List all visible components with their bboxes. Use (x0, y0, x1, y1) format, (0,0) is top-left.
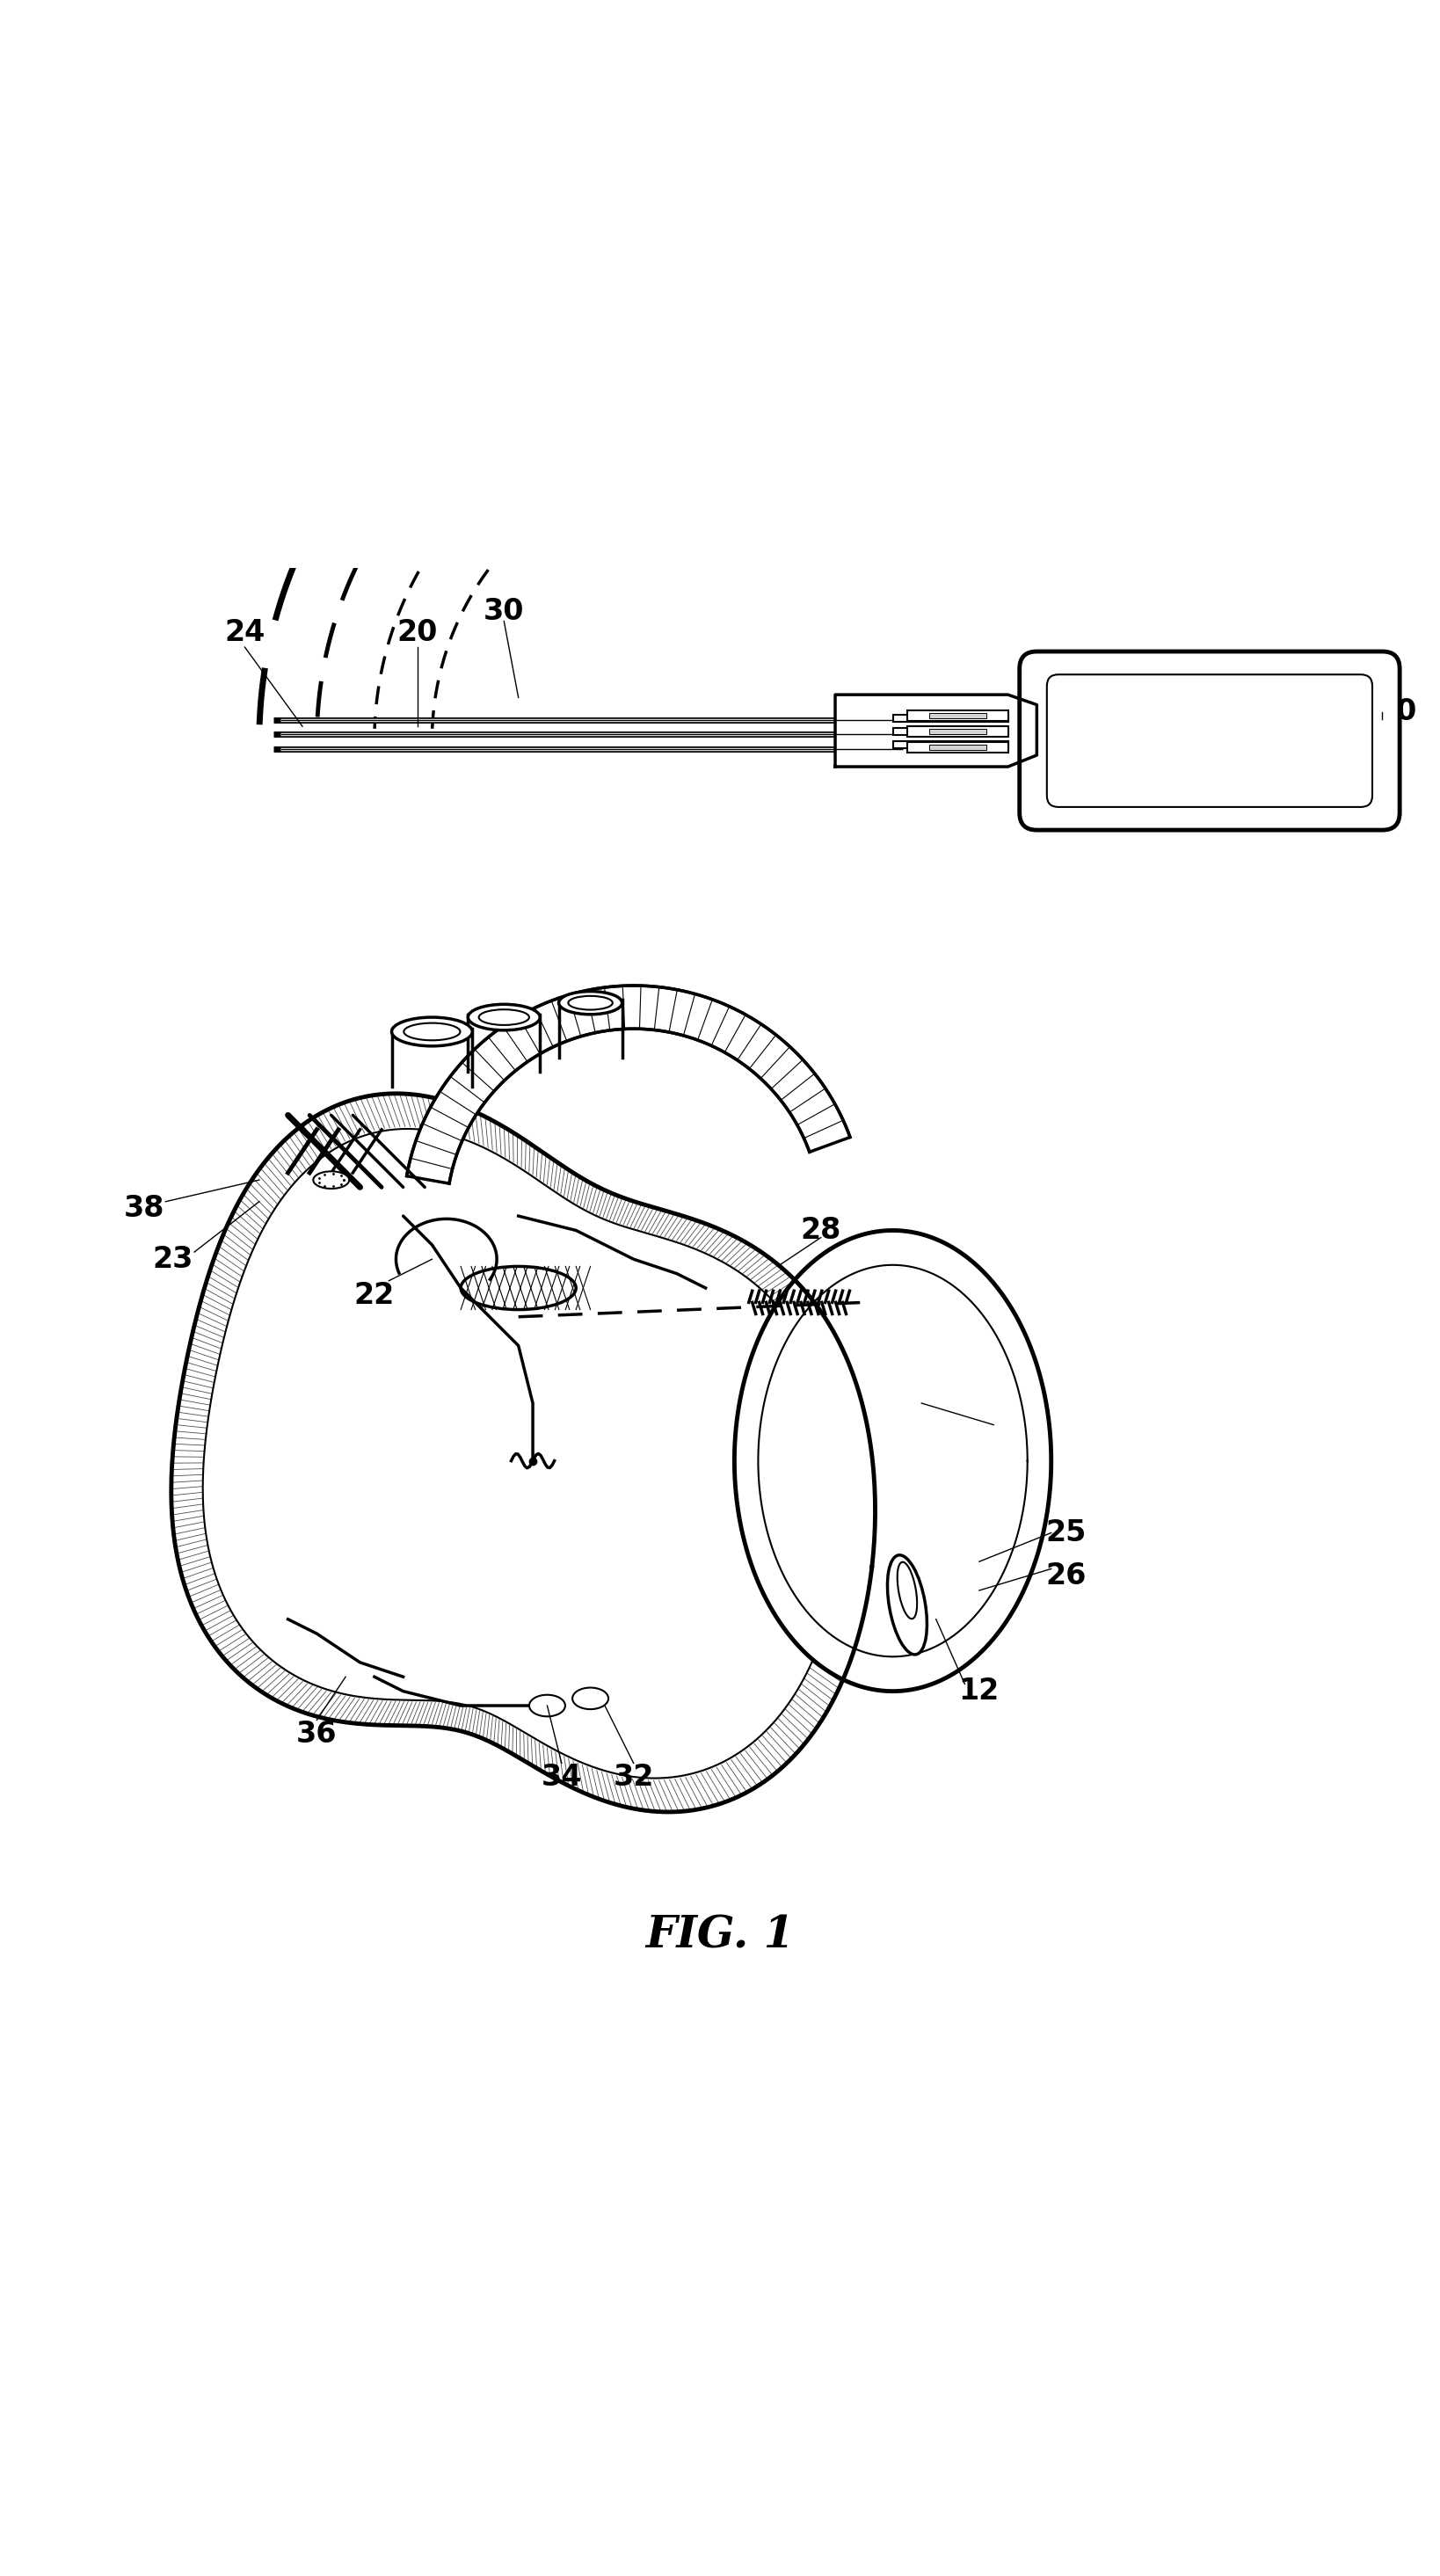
Polygon shape (734, 1231, 1051, 1692)
Bar (929, 714, 986, 719)
Ellipse shape (403, 1023, 461, 1041)
Text: FIG. 1: FIG. 1 (645, 1914, 795, 1958)
Text: 12: 12 (959, 1677, 999, 1705)
Ellipse shape (392, 1018, 472, 1046)
Text: 10: 10 (1377, 698, 1417, 726)
Text: 34: 34 (541, 1762, 582, 1793)
Bar (907, 742, 1008, 752)
Polygon shape (835, 696, 1037, 768)
Bar (929, 744, 986, 750)
Bar (907, 711, 1008, 721)
Ellipse shape (478, 1010, 528, 1025)
Text: 23: 23 (153, 1244, 193, 1273)
Bar (907, 726, 1008, 737)
Text: 32: 32 (613, 1762, 654, 1793)
Ellipse shape (572, 1687, 608, 1710)
Polygon shape (406, 987, 850, 1182)
FancyBboxPatch shape (1020, 652, 1400, 829)
Ellipse shape (897, 1561, 917, 1618)
Text: 30: 30 (484, 598, 524, 626)
Text: 38: 38 (124, 1195, 164, 1224)
Ellipse shape (461, 1267, 576, 1309)
Ellipse shape (528, 1695, 564, 1716)
Bar (893, 742, 1008, 747)
Text: 25: 25 (1045, 1517, 1086, 1548)
Ellipse shape (468, 1005, 540, 1030)
Bar (893, 729, 1008, 734)
Text: 22: 22 (354, 1280, 395, 1309)
Text: 20: 20 (397, 618, 438, 647)
Bar (929, 729, 986, 734)
Ellipse shape (312, 1172, 348, 1188)
Ellipse shape (559, 992, 622, 1015)
Text: 28: 28 (801, 1216, 841, 1244)
Ellipse shape (887, 1556, 927, 1654)
Ellipse shape (569, 997, 612, 1010)
Text: 36: 36 (297, 1721, 337, 1749)
Text: 24: 24 (225, 618, 265, 647)
Bar (893, 716, 1008, 721)
Text: 27: 27 (973, 1417, 1014, 1448)
Text: 26: 26 (1045, 1561, 1086, 1589)
